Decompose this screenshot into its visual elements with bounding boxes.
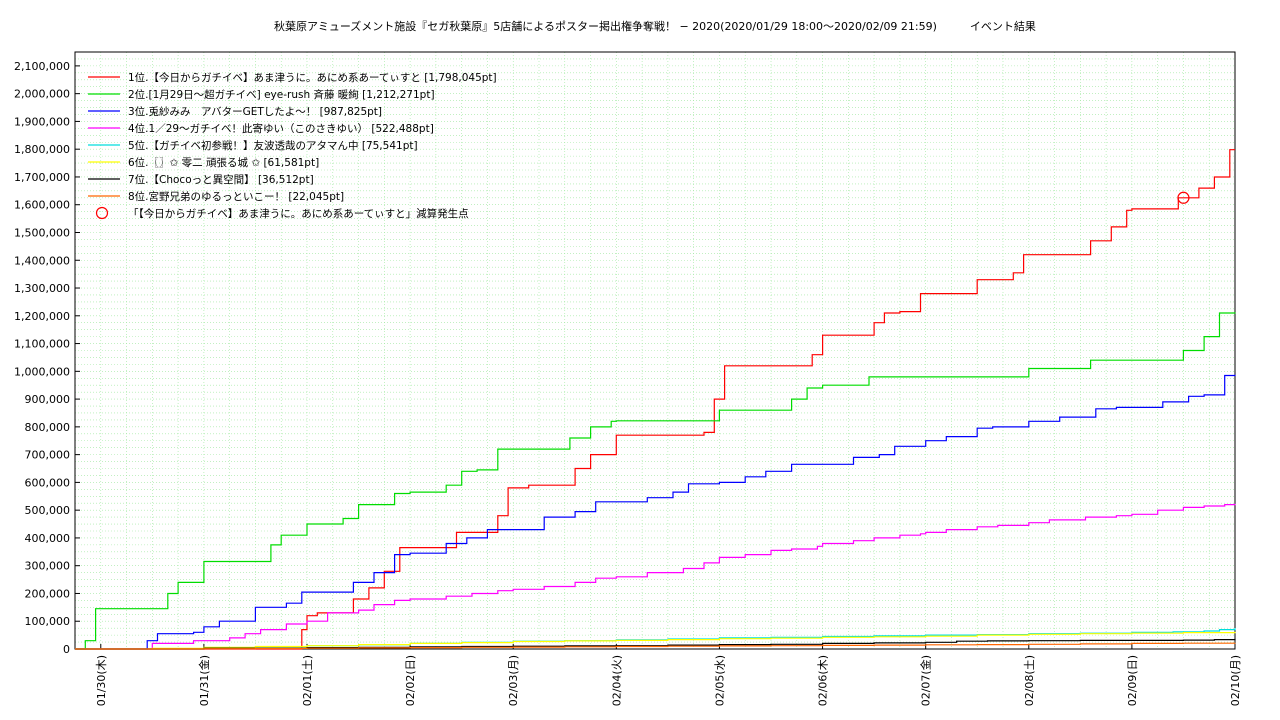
y-tick-label: 900,000 xyxy=(25,393,71,406)
y-tick-label: 1,200,000 xyxy=(14,310,70,323)
legend: 1位.【今日からガチイベ】あま津うに。あにめ系あーてぃすと [1,798,045… xyxy=(88,71,497,220)
legend-label-4: 4位.1／29〜ガチイベ！此寄ゆい（このさきゆい） [522,488pt] xyxy=(128,122,434,135)
series-line-1 xyxy=(75,149,1235,650)
x-tick-label: 02/03(月) xyxy=(507,655,520,706)
y-tick-label: 1,600,000 xyxy=(14,199,70,212)
series-line-2 xyxy=(75,312,1236,650)
chart-title: 秋葉原アミューズメント施設『セガ秋葉原』5店舗によるポスター掲出権争奪戦！ − … xyxy=(274,19,1036,33)
x-tick-label: 02/10(月) xyxy=(1229,655,1242,706)
drop-point-marker xyxy=(1177,191,1190,204)
series-line-3 xyxy=(75,374,1236,650)
y-tick-label: 0 xyxy=(63,643,70,656)
legend-label-2: 2位.[1月29日〜超ガチイベ] eye-rush 斉藤 暖絢 [1,212,2… xyxy=(128,88,435,101)
plot-area-border xyxy=(74,51,1236,650)
x-tick-label: 02/07(金) xyxy=(919,655,933,706)
y-tick-label: 1,500,000 xyxy=(14,226,70,239)
y-tick-label: 500,000 xyxy=(25,504,71,517)
series-lines xyxy=(75,149,1236,650)
y-tick-label: 1,700,000 xyxy=(14,171,70,184)
y-tick-label: 1,100,000 xyxy=(14,338,70,351)
series-line-8 xyxy=(75,642,1236,650)
x-tick-label: 02/09(日) xyxy=(1126,655,1139,706)
y-tick-label: 700,000 xyxy=(25,449,71,462)
y-tick-label: 400,000 xyxy=(25,532,71,545)
series-line-6 xyxy=(75,631,1236,650)
x-axis: 01/30(木) 01/31(金) 02/01(土) 02/02(日) 02/03(月)… xyxy=(95,644,1242,706)
x-tick-label: 02/02(日) xyxy=(404,655,417,706)
y-axis: 0 100,000 200,000 300,000 400,000 500,000 600,… xyxy=(14,60,80,656)
legend-label-5: 5位.【ガチイベ初参戦！】友波透哉のアタマん中 [75,541pt] xyxy=(128,139,418,152)
series-line-4 xyxy=(75,503,1236,650)
marker-layer xyxy=(1177,191,1190,204)
y-tick-label: 1,300,000 xyxy=(14,282,70,295)
x-tick-label: 02/01(土) xyxy=(301,655,314,706)
legend-marker-label: 「【今日からガチイベ】あま津うに。あにめ系あーてぃすと」減算発生点 xyxy=(128,207,469,220)
x-tick-label: 02/05(水) xyxy=(713,655,726,706)
legend-label-8: 8位.宮野兄弟のゆるっといこー！ [22,045pt] xyxy=(128,190,344,203)
y-tick-label: 800,000 xyxy=(25,421,71,434)
y-tick-label: 200,000 xyxy=(25,587,71,600)
x-tick-label: 02/08(土) xyxy=(1023,655,1036,706)
y-tick-label: 1,000,000 xyxy=(14,365,70,378)
legend-marker-swatch xyxy=(95,206,109,220)
x-tick-label: 01/31(金) xyxy=(197,655,211,706)
y-tick-label: 600,000 xyxy=(25,476,71,489)
legend-label-3: 3位.兎紗みみ アバターGETしたよ〜！ [987,825pt] xyxy=(128,105,382,118)
y-tick-label: 2,000,000 xyxy=(14,88,70,101)
y-tick-label: 100,000 xyxy=(25,615,71,628)
legend-label-7: 7位.【Chocoっと異空間】 [36,512pt] xyxy=(128,173,314,186)
x-tick-label: 02/04(火) xyxy=(610,655,623,706)
y-tick-label: 1,400,000 xyxy=(14,254,70,267)
x-tick-label: 02/06(木) xyxy=(817,655,830,706)
y-tick-label: 2,100,000 xyxy=(14,60,70,73)
legend-label-6: 6位.〖〗✩ 零二 頑張る城 ✩ [61,581pt] xyxy=(128,156,319,169)
legend-label-1: 1位.【今日からガチイベ】あま津うに。あにめ系あーてぃすと [1,798,045… xyxy=(128,71,497,84)
y-tick-label: 1,800,000 xyxy=(14,143,70,156)
y-tick-label: 1,900,000 xyxy=(14,115,70,128)
y-tick-label: 300,000 xyxy=(25,560,71,573)
x-tick-label: 01/30(木) xyxy=(95,655,108,706)
